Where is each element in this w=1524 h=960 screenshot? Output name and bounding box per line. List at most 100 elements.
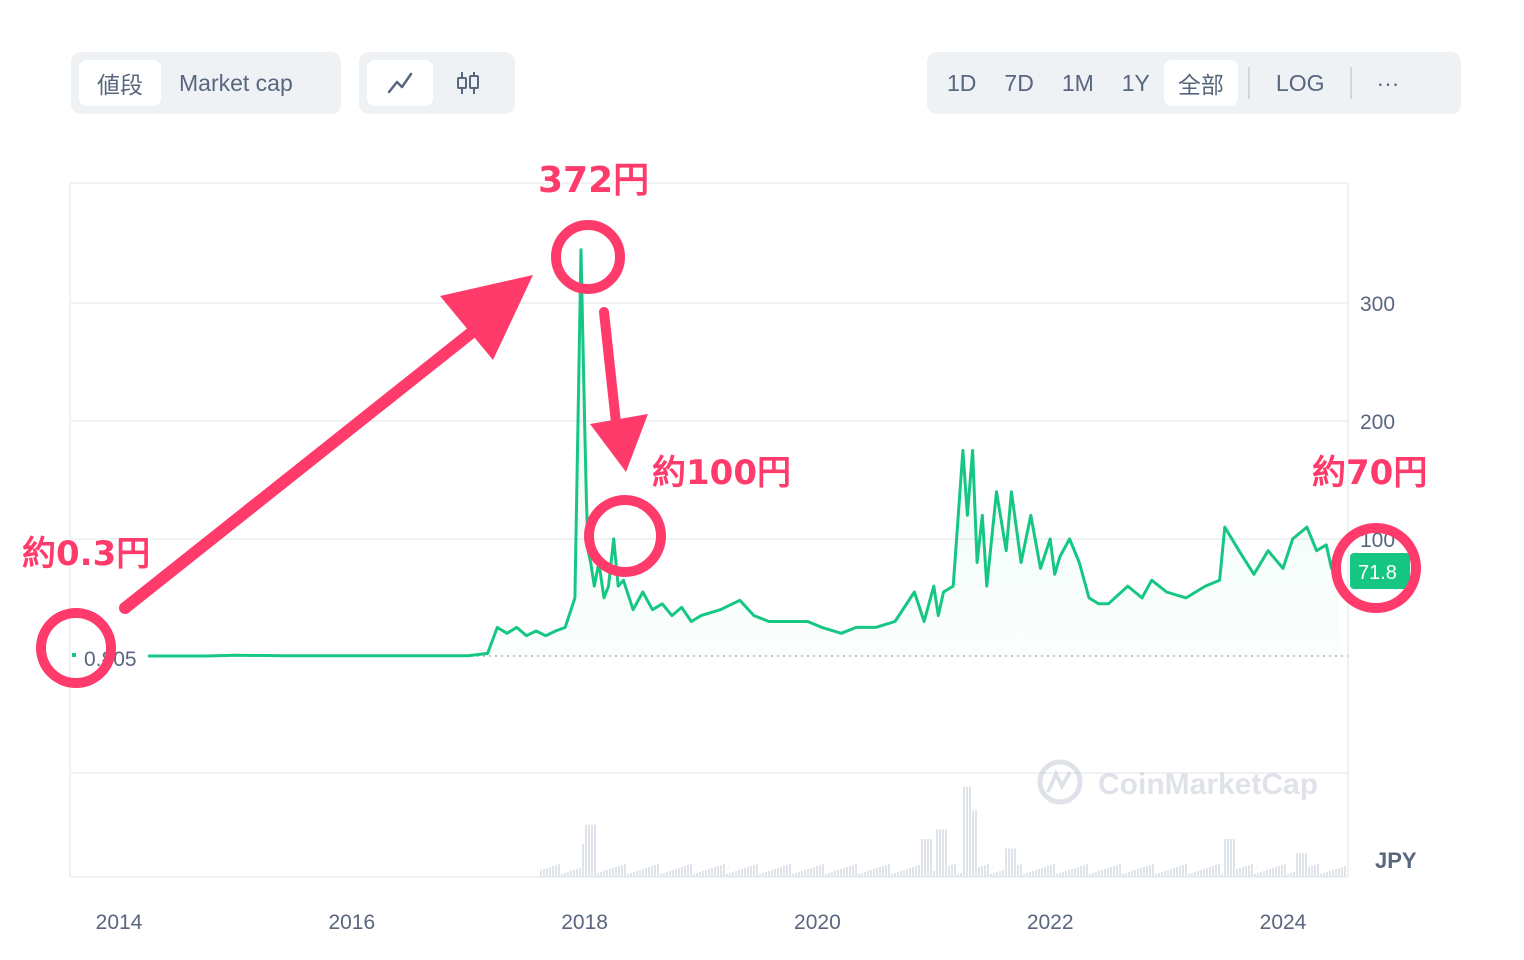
more-options-button[interactable]: ··· — [1376, 69, 1400, 96]
volume-bar — [879, 867, 881, 877]
volume-bar — [666, 872, 668, 877]
volume-bar — [936, 829, 938, 877]
volume-bar — [810, 868, 812, 877]
volume-bar — [1128, 872, 1130, 877]
volume-bar — [1023, 874, 1025, 877]
volume-bar — [1329, 871, 1331, 877]
volume-bar — [1035, 870, 1037, 877]
volume-bar — [951, 865, 953, 877]
range-7d-button[interactable]: 7D — [1004, 69, 1034, 96]
annotation-circles — [36, 220, 1421, 688]
volume-bar — [921, 839, 923, 877]
range-all-button[interactable]: 全部 — [1163, 60, 1238, 106]
volume-bar — [1107, 868, 1109, 877]
volume-bars — [540, 786, 1346, 877]
volume-bar — [1008, 848, 1010, 877]
log-scale-button[interactable]: LOG — [1275, 69, 1325, 96]
volume-bar — [813, 867, 815, 877]
market-cap-tab[interactable]: Market cap — [179, 69, 293, 96]
volume-bar — [759, 874, 761, 877]
volume-bar — [1305, 853, 1307, 877]
range-1y-button[interactable]: 1Y — [1121, 69, 1150, 96]
volume-bar — [1185, 864, 1187, 877]
volume-bar — [957, 874, 959, 877]
volume-bar — [540, 870, 542, 877]
after-peak-highlight-circle — [584, 495, 666, 577]
volume-bar — [738, 870, 740, 877]
volume-bar — [1278, 866, 1280, 877]
volume-bar — [1320, 874, 1322, 877]
volume-bar — [567, 872, 569, 877]
volume-bar — [552, 866, 554, 877]
volume-bar — [1218, 864, 1220, 877]
volume-bar — [1176, 867, 1178, 877]
volume-bar — [570, 871, 572, 877]
volume-bar — [918, 865, 920, 877]
volume-bar — [663, 873, 665, 877]
watermark: CoinMarketCap — [1037, 759, 1318, 805]
volume-bar — [1230, 839, 1232, 877]
volume-bar — [1101, 870, 1103, 877]
volume-bar — [1074, 868, 1076, 877]
volume-bar — [1293, 872, 1295, 877]
volume-bar — [627, 874, 629, 877]
range-1m-button[interactable]: 1M — [1061, 69, 1094, 96]
volume-bar — [1062, 872, 1064, 877]
line-chart-button[interactable] — [367, 60, 433, 106]
volume-bar — [744, 868, 746, 877]
volume-bar — [1224, 839, 1226, 877]
volume-bar — [981, 866, 983, 877]
volume-bar — [843, 868, 845, 877]
candlestick-button[interactable] — [433, 60, 503, 106]
volume-bar — [1245, 866, 1247, 877]
volume-bar — [1284, 864, 1286, 877]
volume-bar — [837, 870, 839, 877]
volume-bar — [792, 874, 794, 877]
volume-bar — [978, 867, 980, 877]
volume-bar — [984, 865, 986, 877]
volume-bar — [702, 871, 704, 877]
volume-bar — [753, 865, 755, 877]
range-1d-button[interactable]: 1D — [947, 69, 977, 96]
volume-bar — [636, 871, 638, 877]
volume-bar — [681, 867, 683, 877]
x-tick-label: 2020 — [794, 911, 841, 934]
volume-bar — [990, 874, 992, 877]
volume-bar — [915, 866, 917, 877]
volume-bar — [714, 867, 716, 877]
volume-bar — [1134, 870, 1136, 877]
volume-bar — [1299, 853, 1301, 877]
volume-bar — [1290, 873, 1292, 877]
volume-bar — [1146, 866, 1148, 877]
volume-bar — [975, 810, 977, 877]
volume-bar — [828, 873, 830, 877]
volume-bar — [624, 864, 626, 877]
volume-bar — [651, 866, 653, 877]
volume-bar — [1119, 864, 1121, 877]
volume-bar — [798, 872, 800, 877]
volume-bar — [573, 870, 575, 877]
volume-bar — [765, 872, 767, 877]
fall-arrow — [599, 307, 622, 437]
volume-bar — [1056, 874, 1058, 877]
volume-bar — [1131, 871, 1133, 877]
volume-bar — [1104, 869, 1106, 877]
volume-bar — [1209, 867, 1211, 877]
volume-bar — [543, 869, 545, 877]
volume-bar — [819, 865, 821, 877]
volume-bar — [1263, 871, 1265, 877]
volume-bar — [1257, 873, 1259, 877]
volume-bar — [1227, 839, 1229, 877]
volume-bar — [777, 868, 779, 877]
volume-bar — [1194, 872, 1196, 877]
volume-bar — [642, 869, 644, 877]
volume-bar — [1341, 867, 1343, 877]
volume-bar — [1314, 865, 1316, 877]
price-tab[interactable]: 値段 — [79, 60, 161, 106]
volume-bar — [1182, 865, 1184, 877]
volume-bar — [774, 869, 776, 877]
volume-bar — [705, 870, 707, 877]
volume-bar — [603, 871, 605, 877]
current-highlight-circle — [1331, 523, 1421, 613]
volume-bar — [999, 871, 1001, 877]
